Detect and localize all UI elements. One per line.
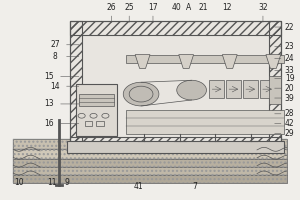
- Polygon shape: [266, 55, 281, 68]
- Text: 23: 23: [285, 42, 295, 51]
- Bar: [70, 21, 281, 145]
- Text: 25: 25: [124, 3, 134, 12]
- Bar: [70, 137, 281, 145]
- Polygon shape: [222, 55, 237, 68]
- Bar: [70, 21, 82, 145]
- Text: 10: 10: [14, 178, 24, 187]
- Text: 15: 15: [44, 72, 54, 81]
- Text: 32: 32: [258, 3, 268, 12]
- Bar: [226, 80, 241, 98]
- Text: 28: 28: [285, 109, 294, 118]
- Bar: [76, 84, 117, 136]
- Bar: [85, 121, 92, 126]
- Bar: [269, 21, 281, 145]
- Bar: [79, 94, 114, 106]
- Bar: [126, 110, 284, 134]
- Polygon shape: [13, 159, 287, 167]
- Text: 7: 7: [192, 182, 197, 191]
- Bar: [269, 76, 281, 104]
- Polygon shape: [179, 55, 194, 68]
- Text: 39: 39: [285, 94, 295, 103]
- Bar: [126, 55, 284, 63]
- Text: 22: 22: [285, 23, 294, 32]
- Bar: [209, 80, 224, 98]
- Text: 21: 21: [199, 3, 208, 12]
- Polygon shape: [13, 167, 287, 175]
- Text: 16: 16: [44, 119, 54, 128]
- Polygon shape: [13, 139, 287, 149]
- Text: 33: 33: [285, 66, 295, 75]
- Text: A: A: [186, 3, 191, 12]
- Text: 29: 29: [285, 129, 295, 138]
- Bar: [70, 21, 82, 145]
- Polygon shape: [135, 55, 150, 68]
- Bar: [269, 21, 281, 145]
- Text: 19: 19: [285, 74, 295, 83]
- Bar: [70, 21, 281, 35]
- Text: 17: 17: [148, 3, 158, 12]
- Text: 24: 24: [285, 54, 295, 63]
- Text: 11: 11: [47, 178, 57, 187]
- Bar: [67, 141, 284, 153]
- Bar: [70, 137, 281, 145]
- Text: 12: 12: [223, 3, 232, 12]
- Text: 13: 13: [44, 99, 54, 108]
- Text: 8: 8: [52, 52, 57, 61]
- Text: 14: 14: [50, 82, 60, 91]
- Polygon shape: [13, 149, 287, 159]
- Text: 9: 9: [64, 178, 69, 187]
- Text: 42: 42: [285, 119, 295, 128]
- Circle shape: [177, 80, 206, 100]
- Text: 20: 20: [285, 84, 295, 93]
- Bar: [243, 80, 258, 98]
- Bar: [70, 21, 281, 35]
- Bar: [97, 121, 104, 126]
- Bar: [260, 80, 275, 98]
- Text: 27: 27: [50, 40, 60, 49]
- Circle shape: [123, 82, 159, 106]
- Text: 26: 26: [106, 3, 116, 12]
- Polygon shape: [13, 175, 287, 183]
- Text: 40: 40: [172, 3, 182, 12]
- Text: 41: 41: [133, 182, 143, 191]
